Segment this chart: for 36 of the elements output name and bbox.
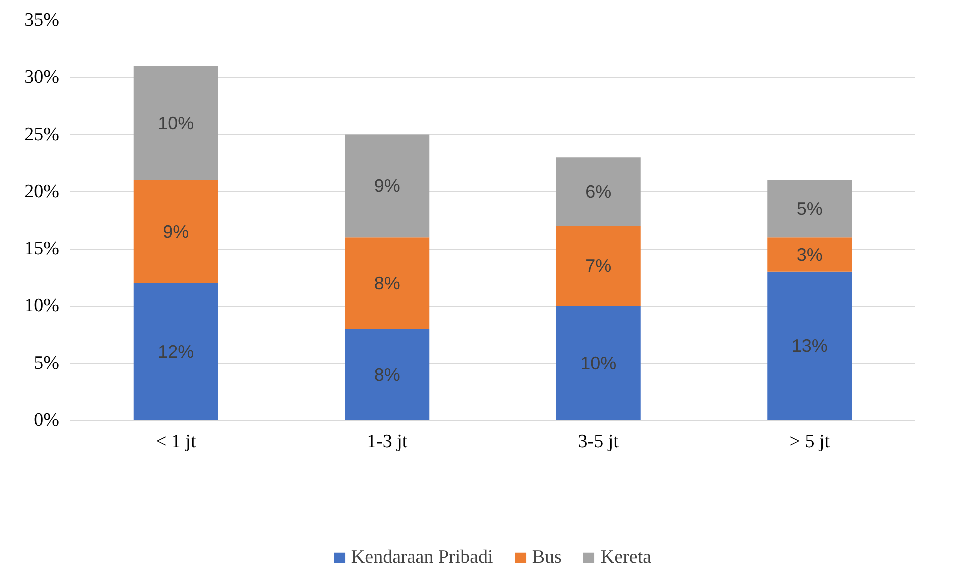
y-tick-label: 35% (24, 10, 60, 31)
data-label: 9% (374, 176, 400, 196)
y-tick-label: 5% (34, 352, 60, 374)
data-label: 10% (580, 353, 617, 374)
y-tick-label: 25% (24, 124, 60, 146)
y-tick-label: 20% (24, 181, 60, 202)
data-label: 7% (586, 256, 612, 276)
y-tick-label: 0% (34, 410, 60, 431)
bar (134, 66, 218, 180)
bar (134, 180, 218, 284)
data-label: 8% (374, 364, 400, 385)
x-tick-label: 1-3 jt (367, 432, 408, 452)
bar (345, 134, 430, 238)
bar (134, 283, 218, 420)
data-label: 3% (796, 244, 823, 265)
bar (768, 180, 852, 238)
x-tick-label: < 1 jt (156, 432, 197, 452)
bar (345, 329, 430, 420)
data-label: 12% (158, 342, 194, 362)
data-label: 9% (163, 222, 190, 242)
bar (768, 272, 852, 420)
x-tick-label: > 5 jt (790, 432, 831, 452)
y-tick-label: 15% (24, 238, 60, 260)
data-label: 6% (586, 182, 612, 202)
data-label: 10% (158, 113, 194, 134)
data-label: 5% (796, 199, 823, 220)
data-label: 8% (374, 273, 400, 294)
data-label: 13% (792, 336, 828, 356)
bar (556, 158, 641, 226)
bar (768, 238, 852, 272)
bar (345, 238, 430, 330)
y-tick-label: 10% (24, 296, 60, 317)
y-tick-label: 30% (24, 67, 60, 88)
bar (556, 306, 641, 420)
x-tick-label: 3-5 jt (578, 432, 620, 452)
bar (556, 226, 641, 306)
